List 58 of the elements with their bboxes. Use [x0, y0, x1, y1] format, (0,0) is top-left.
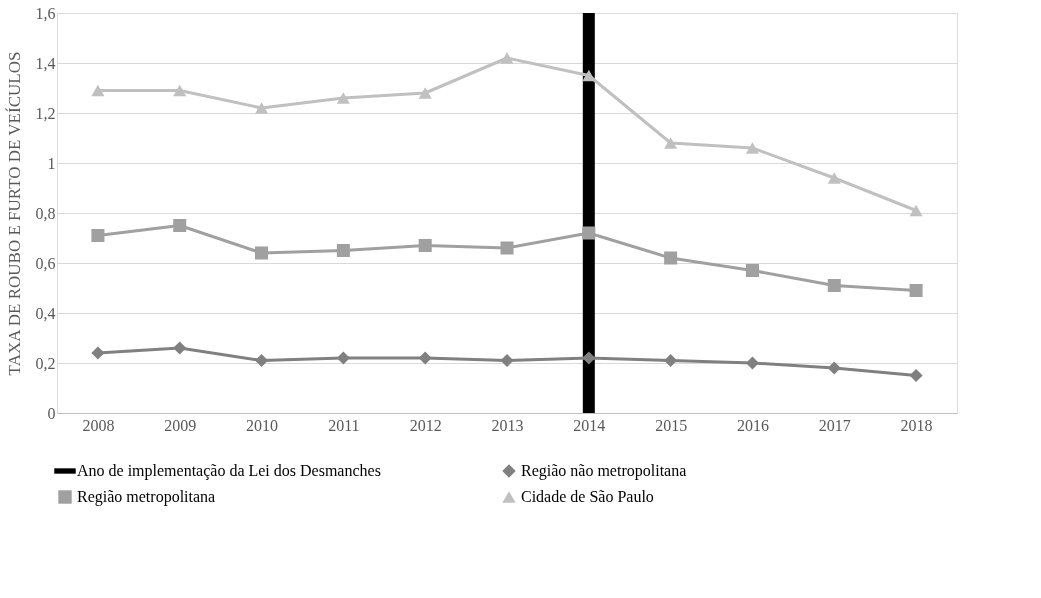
- point: [173, 341, 187, 355]
- y-tick-label: 1: [47, 154, 56, 172]
- x-tick-label: 2010: [246, 416, 279, 434]
- point: [336, 92, 350, 104]
- point: [255, 246, 269, 260]
- point: [418, 87, 432, 99]
- point: [827, 278, 841, 293]
- point: [909, 283, 923, 298]
- point: [418, 351, 432, 365]
- x-tick-label: 2018: [900, 416, 933, 434]
- point: [500, 241, 514, 255]
- y-tick-label: 1,6: [35, 4, 56, 22]
- y-axis-title: TAXA DE ROUBO E FURTO DE VEÍCULOS: [4, 51, 24, 376]
- point: [664, 137, 678, 149]
- point: [827, 172, 841, 184]
- point: [336, 351, 350, 365]
- x-tick-label: 2017: [818, 416, 851, 434]
- point: [91, 228, 105, 243]
- point: [500, 353, 514, 368]
- y-tick-label: 1,4: [35, 54, 56, 72]
- point: [745, 356, 759, 370]
- x-tick-label: 2011: [328, 416, 360, 434]
- point: [745, 142, 759, 154]
- point: [909, 204, 923, 217]
- y-tick-label: 0,6: [35, 254, 56, 272]
- point: [909, 368, 923, 383]
- point: [664, 353, 678, 368]
- point: [91, 346, 105, 360]
- y-tick-label: 0: [47, 404, 56, 422]
- point: [336, 243, 350, 258]
- x-tick-label: 2012: [409, 416, 442, 434]
- legend-label: Região não metropolitana: [521, 462, 687, 480]
- point: [664, 251, 678, 265]
- x-tick-label: 2008: [82, 416, 115, 434]
- point: [827, 361, 841, 375]
- x-tick-label: 2015: [655, 416, 688, 434]
- y-tick-label: 0,4: [35, 304, 56, 322]
- point: [582, 69, 596, 82]
- y-tick-label: 0,8: [35, 204, 56, 222]
- y-tick-label: 0,2: [35, 354, 56, 372]
- x-tick-label: 2009: [164, 416, 197, 434]
- point: [91, 84, 105, 97]
- y-tick-label: 1,2: [35, 104, 56, 122]
- legend-label: Ano de implementação da Lei dos Desmanches: [77, 462, 381, 480]
- x-tick-label: 2013: [491, 416, 524, 434]
- legend-label: Região metropolitana: [77, 488, 216, 506]
- point: [582, 226, 596, 240]
- point: [255, 102, 269, 114]
- point: [255, 353, 269, 368]
- point: [500, 52, 514, 64]
- point: [173, 218, 187, 233]
- point: [173, 84, 187, 97]
- x-tick-label: 2014: [573, 416, 606, 434]
- legend-label: Cidade de São Paulo: [521, 488, 654, 505]
- point: [745, 263, 759, 278]
- point: [582, 351, 596, 365]
- x-tick-label: 2016: [736, 416, 769, 434]
- point: [418, 238, 432, 253]
